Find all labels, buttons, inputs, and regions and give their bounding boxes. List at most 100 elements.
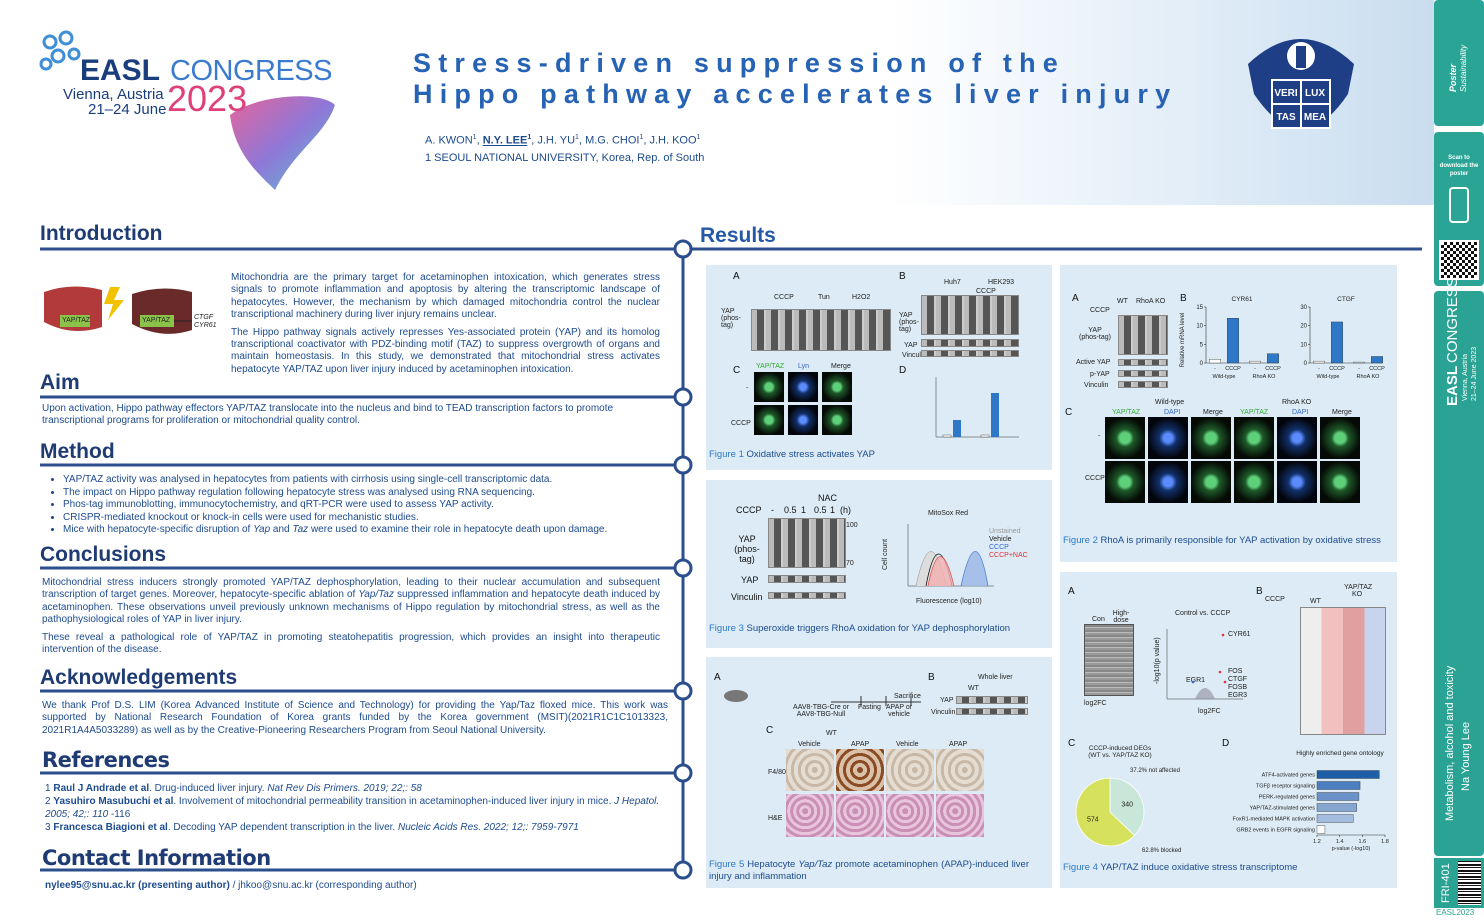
y-tick-label: PERK-regulated genes (1259, 795, 1316, 801)
figure-label: YAP (phos-tag) (734, 534, 760, 564)
figure-label: Vinculin (902, 352, 927, 359)
micrograph (1277, 461, 1317, 503)
text-run: nylee95@snu.ac.kr (presenting author) (45, 880, 230, 891)
section-title: Conclusions (40, 543, 167, 566)
bar (1371, 356, 1383, 364)
x-tick-label: 1.2 (1313, 839, 1321, 845)
panel-label: A (1072, 293, 1079, 304)
figure-label: APAP (949, 741, 968, 748)
figure-label: F4/80 (768, 769, 786, 776)
y-axis-label: Relative mRNA level (1180, 313, 1186, 368)
panel-label: B (1180, 293, 1187, 304)
header (0, 0, 1434, 205)
blot-image (956, 696, 1028, 704)
figure-label: YAP (phos-tag) (1079, 327, 1111, 341)
bar (1209, 359, 1221, 364)
figure-label: CTGF (1228, 676, 1248, 683)
section-title: Method (40, 440, 115, 463)
sidebar-text: Sustainability (1459, 44, 1468, 92)
text-run: 1 (696, 134, 701, 141)
micrograph (822, 405, 852, 435)
group-label: RhoA KO (1357, 374, 1381, 380)
figure-label: MitoSox Red (928, 510, 969, 517)
logo-year: 2023 (167, 78, 248, 119)
figure-label: Wild-type (1155, 399, 1185, 406)
paragraph: Mitochondria are the primary target for … (231, 272, 660, 321)
text-run: , J.H. YU (531, 134, 576, 147)
figure-label: FOSB (1228, 684, 1248, 691)
text-run: were used to examine their role in hepat… (308, 524, 608, 536)
text-run: Figure 5 (709, 859, 745, 870)
bar (1267, 353, 1279, 364)
text-run: suppressed inflammation and hepatocyte d… (42, 589, 661, 626)
volcano-image (1166, 629, 1243, 700)
text-run: RhoA is primarily responsible for YAP ac… (1097, 535, 1381, 546)
qr-code[interactable] (1439, 240, 1479, 280)
logo-congress: CONGRESS (170, 55, 332, 87)
figure-label: CYR61 (1228, 631, 1251, 638)
panel-label: A (733, 271, 740, 282)
text-run: Figure 1 (709, 449, 744, 460)
bar (1353, 361, 1365, 364)
text-run: Figure 4 (1063, 862, 1098, 873)
y-tick-label: 10 (1300, 342, 1307, 348)
panel-label: C (766, 725, 774, 736)
histogram-image (907, 524, 994, 587)
figure-label: CCCP (731, 420, 751, 427)
figure-label: RhoA KO (1282, 399, 1312, 406)
bar (1316, 814, 1354, 823)
figure-label: WT (968, 685, 979, 692)
text-run: Yap/Taz (358, 589, 394, 601)
text-run: These reveal a pathological role of YAP/… (42, 631, 660, 656)
figure-label: YAP/TAZ (1240, 409, 1269, 416)
figure-3: NAC CCCP - 0.5 1 0.5 1 (h) YAP (phos-tag… (706, 480, 1052, 648)
x-tick-label: CCCP (1225, 366, 1241, 372)
text-run: / jhkoo@snu.ac.kr (corresponding author) (229, 880, 417, 891)
figure-label: WT (826, 730, 837, 737)
figure-label: 1 (830, 505, 836, 515)
histology-image (836, 794, 884, 837)
micrograph (1105, 417, 1145, 459)
figure-label: CCCP (774, 294, 794, 301)
figure-caption: Figure 5 Hepatocyte Yap/Taz promote acet… (709, 859, 1029, 883)
y-tick-label: 20 (1300, 324, 1307, 330)
text-run: 1 (45, 783, 54, 794)
text-run: Figure 2 (1063, 535, 1098, 546)
sidebar-block: FRI-401 (1434, 858, 1484, 908)
text-run: YAP/TAZ activity was analysed in hepatoc… (63, 474, 553, 485)
intro-diagram: YAP/TAZ YAP/TAZ CTGF CYR61 (44, 286, 217, 334)
annotation: 62.8% blocked (1142, 848, 1181, 854)
blot-image (1118, 359, 1168, 366)
text-run: Mice with hepatocyte-specific disruption… (63, 524, 254, 536)
bar (1249, 360, 1261, 364)
figure-caption: Figure 4 YAP/TAZ induce oxidative stress… (1063, 862, 1297, 874)
micrograph (788, 372, 818, 402)
sidebar-text: EASL2023 (1436, 908, 1475, 917)
blot-image (768, 575, 846, 583)
barcode (1458, 861, 1481, 905)
text-run: . Involvement of mitochondrial permeabil… (173, 796, 615, 807)
figure-label: Merge (831, 363, 851, 370)
micrograph (1191, 461, 1231, 503)
y-tick-label: 15 (1196, 305, 1203, 311)
title-line: Stress-driven suppression of the (413, 48, 1065, 78)
seal-text: LUX (1305, 88, 1325, 99)
liver-graphic (230, 96, 335, 190)
text-run: Raul J Andrade et al (53, 783, 150, 794)
sidebar-text: Scan to download the poster (1439, 155, 1479, 177)
logo-city: Vienna, Austria (63, 86, 164, 103)
section-title: Acknowledgements (40, 666, 238, 689)
figure-label: 0.5 (814, 505, 827, 515)
histology-image (786, 749, 834, 791)
figure-label: 100 (846, 522, 858, 529)
figure-caption: Figure 3 Superoxide triggers RhoA oxidat… (709, 623, 1010, 635)
sidebar-text: Vienna, Austria (1462, 354, 1469, 401)
x-tick-label: CCCP (1369, 366, 1385, 372)
figure-label: APAP or vehicle (885, 704, 913, 718)
blot-image (1118, 370, 1168, 377)
figure-label: Vinculin (931, 709, 956, 716)
panel-label: C (733, 365, 741, 376)
bar-chart: Relative mRNA level CYR61 0 5 10 15 - CCCP - CCCP… (1180, 296, 1385, 380)
figure-label: CCCP+NAC (989, 552, 1028, 559)
text-run: and (270, 524, 293, 536)
